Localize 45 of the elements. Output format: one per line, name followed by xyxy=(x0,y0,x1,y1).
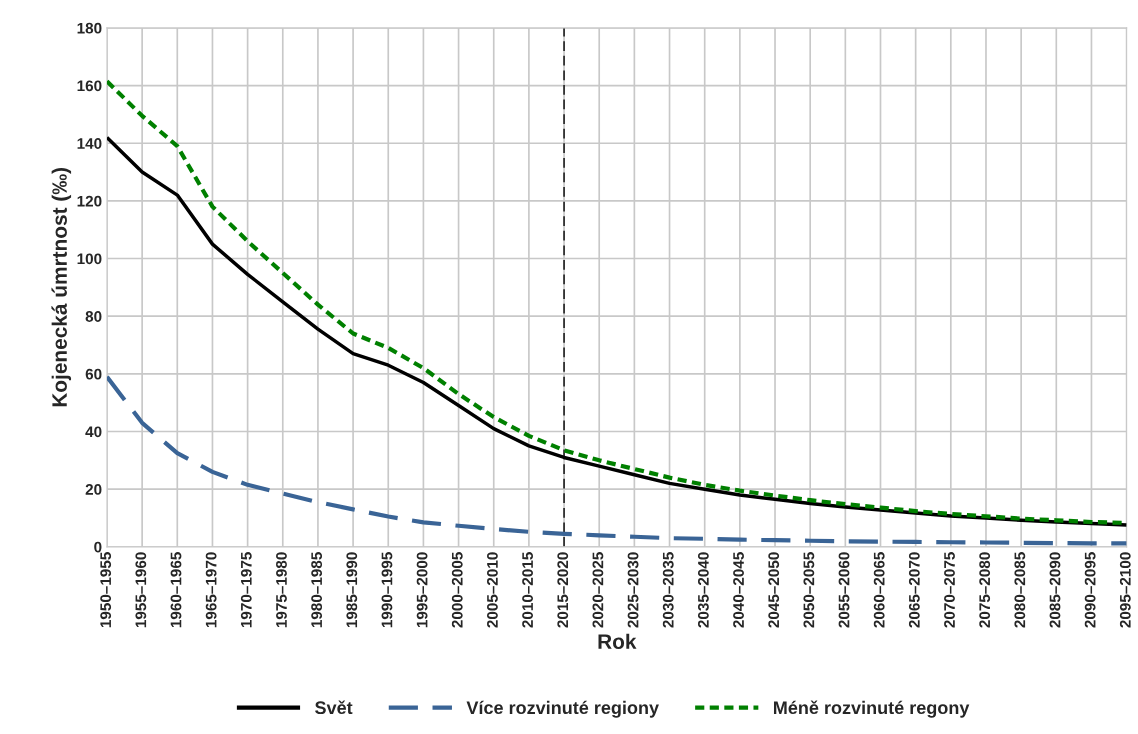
x-tick-label: 2000–2005 xyxy=(451,552,463,628)
x-tick-label: 2005–2010 xyxy=(487,552,498,628)
x-tick-label: 1965–1970 xyxy=(205,552,217,628)
x-tick-label: 1975–1980 xyxy=(276,552,287,628)
x-tick-label: 2030–2035 xyxy=(662,552,674,628)
x-tick-label: 1960–1965 xyxy=(170,552,182,628)
x-tick-label: 2090–2095 xyxy=(1084,552,1096,628)
x-tick-label: 2015–2020 xyxy=(557,552,569,628)
x-tick-label: 2065–2070 xyxy=(908,552,920,628)
y-tick-label: 120 xyxy=(77,195,102,207)
x-tick-label: 2025–2030 xyxy=(627,552,639,628)
y-axis-title: Kojenecká úmrtnost (‰) xyxy=(51,168,72,407)
x-tick-label: 2020–2025 xyxy=(592,552,604,628)
x-tick-label: 1955–1960 xyxy=(135,552,147,628)
legend-label: Svět xyxy=(315,700,353,715)
x-tick-label: 1985–1990 xyxy=(346,552,358,628)
y-tick-label: 140 xyxy=(77,138,102,149)
y-tick-label: 60 xyxy=(85,368,102,380)
x-tick-label: 1995–2000 xyxy=(416,552,428,628)
x-axis-title: Rok xyxy=(598,633,637,650)
x-tick-label: 2045–2050 xyxy=(768,552,780,628)
x-tick-label: 1980–1985 xyxy=(311,552,323,628)
x-tick-label: 2010–2015 xyxy=(522,552,533,628)
x-tick-label: 2035–2040 xyxy=(697,552,709,628)
x-tick-label: 1990–1995 xyxy=(381,552,393,628)
y-tick-label: 80 xyxy=(85,311,102,322)
legend-label: Více rozvinuté regiony xyxy=(466,700,659,718)
y-tick-label: 160 xyxy=(77,80,102,92)
legend-label: Méně rozvinuté regony xyxy=(773,700,970,718)
x-tick-label: 1950–1955 xyxy=(100,552,112,628)
y-tick-label: 0 xyxy=(94,541,102,553)
x-tick-label: 2055–2060 xyxy=(838,552,850,628)
y-tick-label: 20 xyxy=(85,484,102,495)
x-tick-label: 2095–2100 xyxy=(1119,552,1131,628)
x-tick-label: 2085–2090 xyxy=(1049,552,1061,628)
x-tick-label: 2050–2055 xyxy=(803,552,815,628)
y-tick-label: 100 xyxy=(77,253,102,265)
x-tick-label: 2080–2085 xyxy=(1014,552,1026,628)
y-tick-label: 180 xyxy=(77,22,102,34)
x-tick-label: 2070–2075 xyxy=(944,552,955,628)
x-tick-label: 2075–2080 xyxy=(979,552,991,628)
y-tick-label: 40 xyxy=(85,426,102,438)
x-tick-label: 2040–2045 xyxy=(733,552,744,628)
x-tick-label: 1970–1975 xyxy=(240,552,252,628)
x-tick-label: 2060–2065 xyxy=(873,552,885,628)
